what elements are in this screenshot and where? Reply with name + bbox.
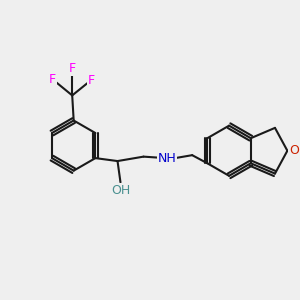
- Text: F: F: [49, 73, 56, 86]
- Text: OH: OH: [111, 184, 131, 197]
- Text: F: F: [88, 74, 95, 87]
- Text: O: O: [289, 144, 299, 157]
- Text: F: F: [69, 62, 76, 75]
- Text: NH: NH: [158, 152, 176, 165]
